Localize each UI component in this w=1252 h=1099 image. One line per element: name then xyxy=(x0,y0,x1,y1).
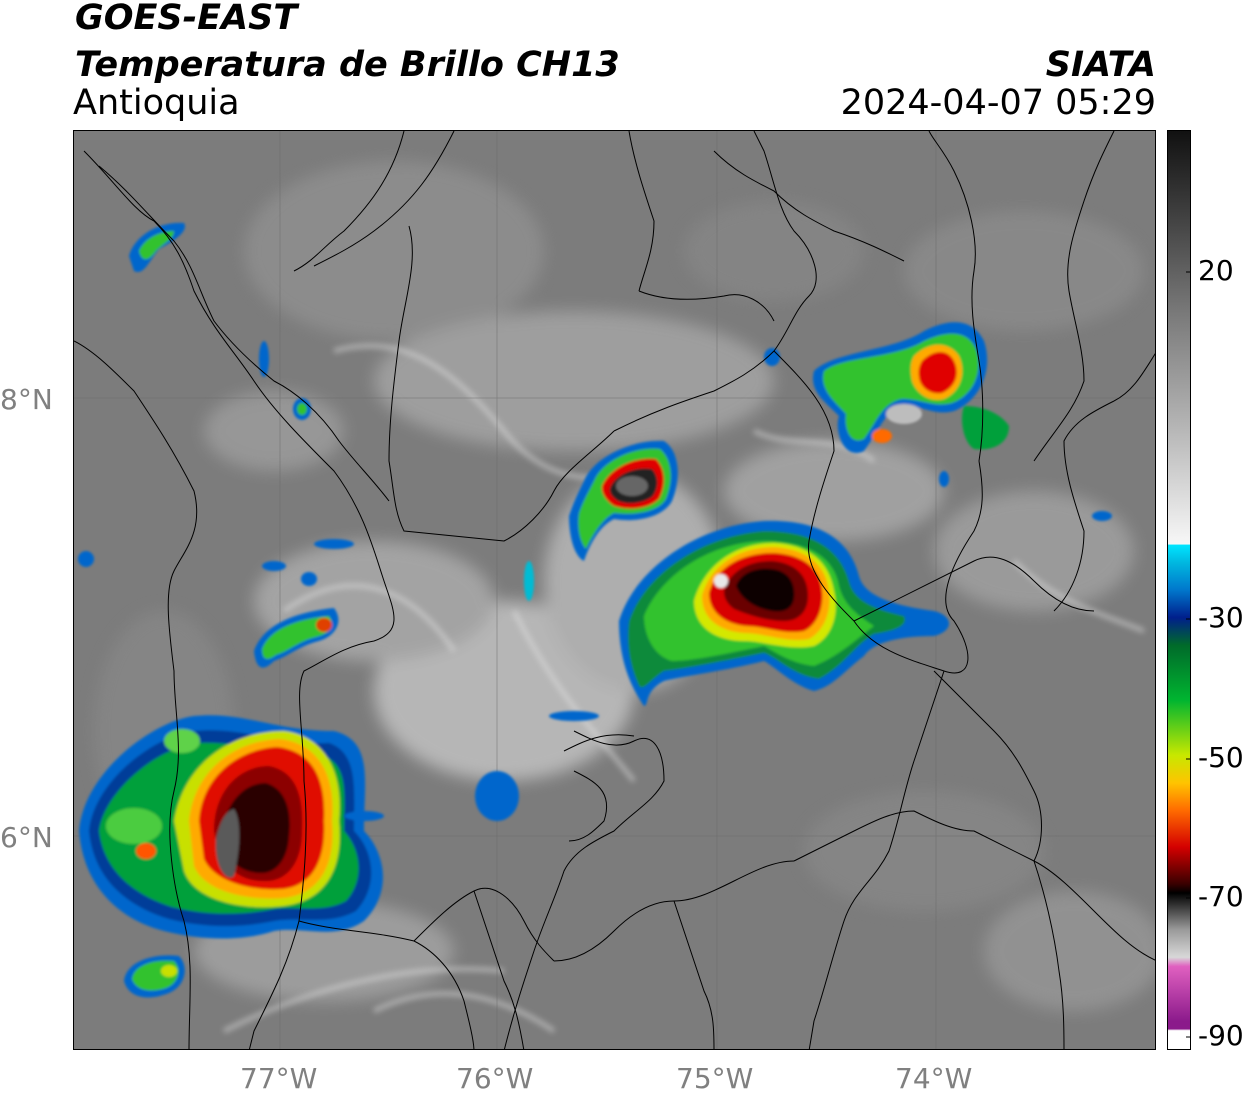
cell-west-small xyxy=(254,608,339,668)
colorbar-tick-minus90: -90 xyxy=(1198,1019,1244,1052)
region-label: Antioquia xyxy=(73,83,240,123)
colorbar-gradient xyxy=(1168,131,1190,1049)
satellite-title: GOES-EAST xyxy=(75,0,298,38)
x-tick-77W: 77°W xyxy=(240,1062,318,1095)
colorbar-tick-minus30: -30 xyxy=(1198,601,1244,634)
x-tick-76W: 76°W xyxy=(456,1062,534,1095)
satellite-map xyxy=(73,130,1156,1050)
colorbar-tick-minus50: -50 xyxy=(1198,741,1244,774)
cell-northeast xyxy=(813,322,1009,453)
cell-south-small xyxy=(124,955,185,998)
agency-label: SIATA xyxy=(1045,45,1156,85)
cell-central-east xyxy=(619,520,949,706)
datetime-label: 2024-04-07 05:29 xyxy=(840,83,1156,123)
product-title: Temperatura de Brillo CH13 xyxy=(75,45,620,85)
colorbar-tick-minus70: -70 xyxy=(1198,880,1244,913)
infrared-satellite-imagery xyxy=(74,131,1155,1049)
cell-north-central xyxy=(569,440,678,561)
x-tick-75W: 75°W xyxy=(676,1062,754,1095)
x-tick-74W: 74°W xyxy=(895,1062,973,1095)
y-tick-6N: 6°N xyxy=(0,821,53,854)
colorbar-tick-20: 20 xyxy=(1198,254,1234,287)
cell-choco-south xyxy=(79,715,383,939)
y-tick-8N: 8°N xyxy=(0,383,53,416)
colorbar xyxy=(1167,130,1191,1050)
